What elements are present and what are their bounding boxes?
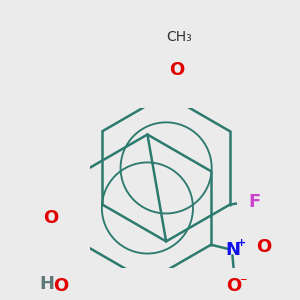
Text: CH₃: CH₃ [167,30,192,44]
Text: F: F [248,193,261,211]
Text: O: O [43,209,58,227]
Text: +: + [236,238,246,248]
Text: O: O [226,277,242,295]
Text: O: O [256,238,272,256]
Text: O: O [169,61,184,80]
Text: O: O [53,277,69,295]
Text: ⁻: ⁻ [239,275,247,290]
Text: H: H [39,275,54,293]
Text: N: N [225,241,240,259]
